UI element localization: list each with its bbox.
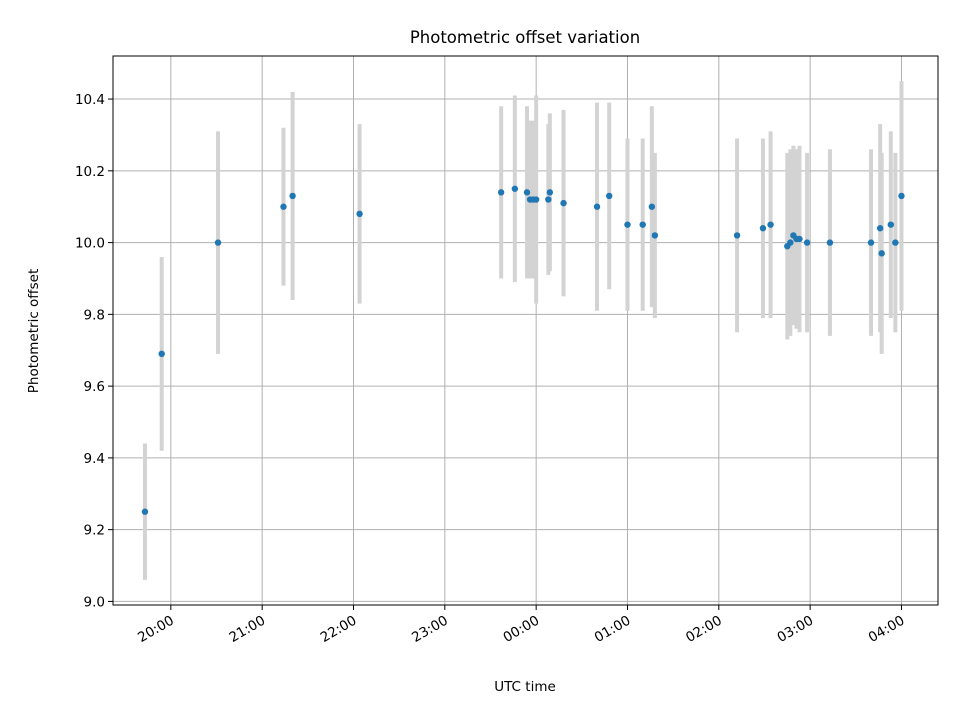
data-point	[651, 232, 659, 239]
data-point	[545, 196, 552, 203]
data-point	[158, 350, 165, 358]
y-tick-label: 10.4	[75, 92, 105, 108]
data-point	[898, 192, 905, 200]
y-tick-label: 9.2	[84, 523, 105, 539]
data-point	[867, 239, 875, 246]
data-point	[876, 225, 884, 232]
y-tick-label: 9.4	[84, 451, 105, 467]
data-point	[759, 225, 767, 232]
data-point	[733, 232, 741, 239]
data-point	[511, 185, 519, 192]
data-point	[532, 196, 540, 203]
x-axis-label: UTC time	[494, 679, 556, 695]
data-point	[289, 192, 296, 200]
data-point	[767, 221, 774, 228]
data-point	[280, 203, 287, 210]
data-point	[826, 239, 834, 246]
data-point	[141, 508, 149, 515]
y-tick-label: 9.8	[84, 307, 105, 323]
plot-frame	[112, 55, 939, 606]
data-point	[497, 189, 505, 196]
y-tick-label: 10.0	[75, 236, 105, 252]
data-point	[787, 239, 794, 246]
y-axis-label: Photometric offset	[26, 269, 42, 393]
data-point	[606, 192, 613, 200]
data-point	[356, 210, 363, 218]
data-point	[560, 199, 567, 207]
data-point	[546, 189, 554, 196]
data-point	[624, 221, 631, 228]
data-point	[887, 221, 895, 228]
data-point	[878, 250, 885, 257]
y-tick-label: 9.6	[84, 379, 105, 395]
data-point	[803, 239, 811, 246]
y-tick-label: 9.0	[84, 594, 105, 610]
data-point	[593, 203, 601, 210]
data-point	[639, 221, 646, 228]
data-point	[523, 189, 531, 196]
chart-title: Photometric offset variation	[410, 28, 640, 47]
y-tick-label: 10.2	[75, 164, 105, 180]
data-point	[648, 203, 656, 210]
data-point	[796, 235, 803, 243]
data-point	[214, 239, 222, 246]
data-point	[892, 239, 899, 246]
point-layer	[141, 185, 905, 515]
